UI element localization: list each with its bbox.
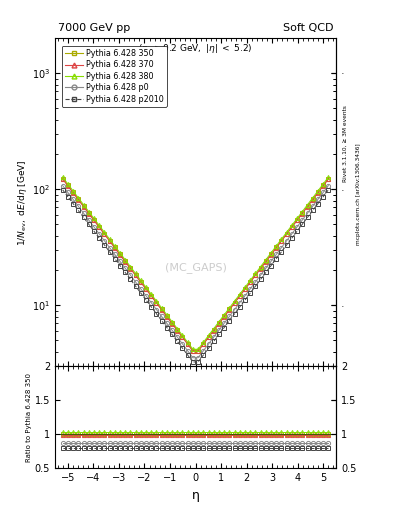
Text: 7000 GeV pp: 7000 GeV pp xyxy=(58,24,130,33)
Legend: Pythia 6.428 350, Pythia 6.428 370, Pythia 6.428 380, Pythia 6.428 p0, Pythia 6.: Pythia 6.428 350, Pythia 6.428 370, Pyth… xyxy=(62,46,167,107)
Y-axis label: Ratio to Pythia 6.428 350: Ratio to Pythia 6.428 350 xyxy=(26,373,32,462)
Text: mcplots.cern.ch [arXiv:1306.3436]: mcplots.cern.ch [arXiv:1306.3436] xyxy=(356,144,362,245)
Text: Soft QCD: Soft QCD xyxy=(283,24,333,33)
Text: $(p_\mathrm{T} > 0.2\ \mathrm{GeV},\ |\eta|\ <\ 5.2)$: $(p_\mathrm{T} > 0.2\ \mathrm{GeV},\ |\e… xyxy=(138,41,253,55)
Text: (MC_GAPS): (MC_GAPS) xyxy=(165,262,226,273)
X-axis label: η: η xyxy=(191,489,200,502)
Text: Rivet 3.1.10, ≥ 3M events: Rivet 3.1.10, ≥ 3M events xyxy=(343,105,348,182)
Y-axis label: $1/N_\mathrm{ev},\ \mathrm{d}E/\mathrm{d}\eta\ [\mathrm{GeV}]$: $1/N_\mathrm{ev},\ \mathrm{d}E/\mathrm{d… xyxy=(16,159,29,246)
